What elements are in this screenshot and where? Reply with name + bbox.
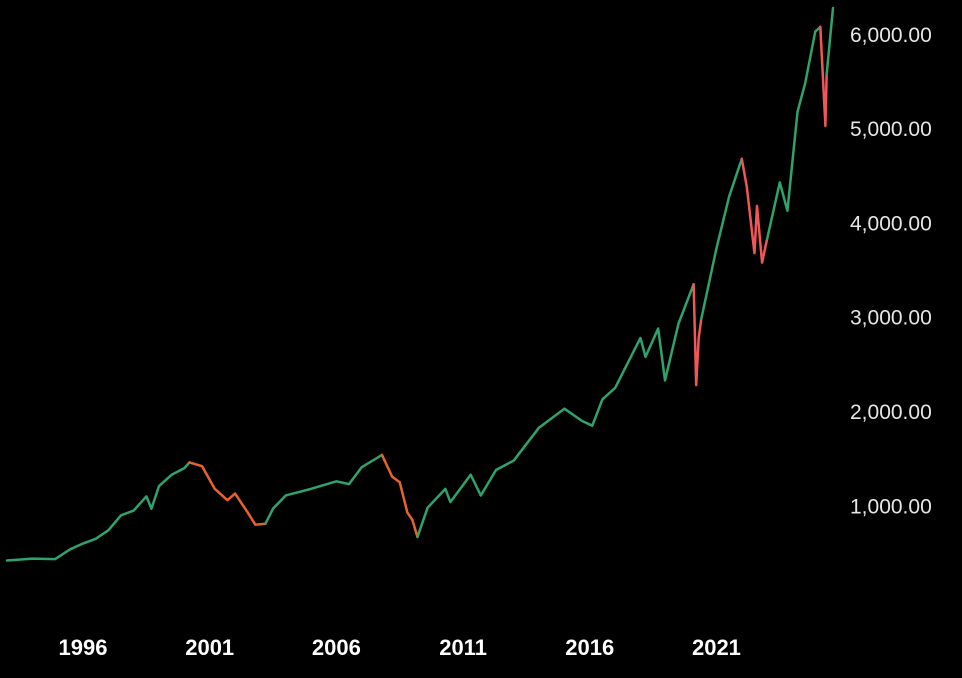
- x-tick-label: 2016: [565, 635, 614, 660]
- price-line: [380, 453, 419, 539]
- price-line: [765, 25, 822, 241]
- y-tick-label: 6,000.00: [850, 24, 932, 47]
- y-tick-label: 1,000.00: [850, 495, 932, 518]
- x-tick-label: 2001: [185, 635, 234, 660]
- x-tick-label: 2006: [312, 635, 361, 660]
- price-line: [5, 461, 191, 562]
- price-line: [264, 453, 384, 525]
- x-tick-label: 2011: [439, 635, 487, 660]
- y-tick-label: 3,000.00: [850, 307, 932, 330]
- price-line: [819, 25, 828, 128]
- x-tick-label: 1996: [59, 635, 108, 660]
- y-tick-label: 2,000.00: [850, 401, 932, 424]
- price-line: [692, 283, 703, 387]
- y-tick-label: 4,000.00: [850, 212, 932, 235]
- x-tick-label: 2021: [692, 635, 741, 660]
- price-line: [188, 461, 267, 526]
- price-line: [740, 157, 769, 264]
- price-line: [700, 157, 744, 321]
- y-tick-label: 5,000.00: [850, 118, 932, 141]
- price-line: [416, 283, 695, 539]
- price-line: [825, 6, 835, 76]
